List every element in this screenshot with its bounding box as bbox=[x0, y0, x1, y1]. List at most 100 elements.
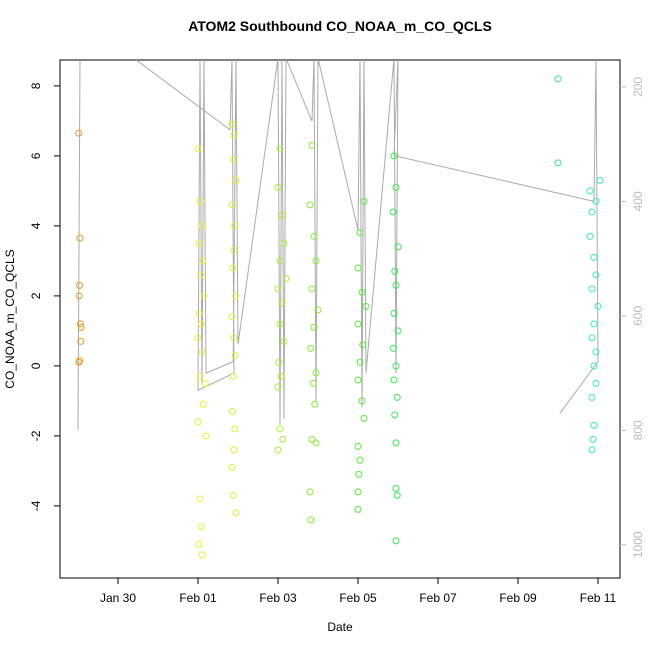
data-point bbox=[197, 320, 205, 328]
data-point bbox=[391, 267, 399, 275]
data-point bbox=[359, 341, 367, 349]
data-point bbox=[312, 439, 320, 447]
data-point bbox=[592, 348, 600, 356]
data-point bbox=[228, 201, 236, 209]
data-point bbox=[200, 292, 208, 300]
data-point bbox=[308, 141, 316, 149]
y2-tick-label: 600 bbox=[631, 306, 645, 326]
data-point bbox=[311, 400, 319, 408]
data-point bbox=[310, 323, 318, 331]
data-point bbox=[588, 208, 596, 216]
data-point bbox=[230, 446, 238, 454]
y-tick-label: 8 bbox=[29, 82, 43, 89]
data-point bbox=[274, 285, 282, 293]
data-point bbox=[195, 309, 203, 317]
data-point bbox=[232, 292, 240, 300]
data-point bbox=[389, 208, 397, 216]
data-point bbox=[356, 229, 364, 237]
data-point bbox=[75, 358, 83, 366]
data-point bbox=[232, 176, 240, 184]
y2-tick-label: 400 bbox=[631, 191, 645, 211]
data-point bbox=[229, 372, 237, 380]
x-tick-label: Feb 03 bbox=[259, 591, 297, 605]
data-point bbox=[232, 509, 240, 517]
data-point bbox=[360, 197, 368, 205]
data-point bbox=[306, 488, 314, 496]
data-point bbox=[280, 239, 288, 247]
data-point bbox=[278, 299, 286, 307]
data-point bbox=[362, 302, 370, 310]
data-point bbox=[390, 376, 398, 384]
data-point bbox=[198, 551, 206, 559]
data-point bbox=[356, 358, 364, 366]
y2-tick-label: 800 bbox=[631, 420, 645, 440]
data-point bbox=[201, 379, 209, 387]
y2-tick-label: 1000 bbox=[631, 531, 645, 558]
data-point bbox=[275, 358, 283, 366]
data-point bbox=[228, 313, 236, 321]
y-tick-label: 4 bbox=[29, 222, 43, 229]
data-point bbox=[356, 456, 364, 464]
data-point bbox=[308, 285, 316, 293]
data-point bbox=[229, 155, 237, 163]
data-point bbox=[394, 243, 402, 251]
data-point bbox=[390, 152, 398, 160]
data-point bbox=[196, 495, 204, 503]
data-point bbox=[194, 145, 202, 153]
data-point bbox=[76, 320, 84, 328]
data-point bbox=[592, 271, 600, 279]
data-point bbox=[194, 334, 202, 342]
data-point bbox=[76, 281, 84, 289]
x-tick-label: Feb 11 bbox=[580, 591, 617, 605]
data-point bbox=[195, 540, 203, 548]
data-point bbox=[393, 393, 401, 401]
data-point bbox=[393, 491, 401, 499]
x-tick-label: Feb 09 bbox=[499, 591, 537, 605]
data-point bbox=[282, 274, 290, 282]
data-point bbox=[392, 537, 400, 545]
data-point bbox=[312, 369, 320, 377]
data-point bbox=[274, 183, 282, 191]
data-point bbox=[355, 470, 363, 478]
data-point bbox=[358, 397, 366, 405]
data-point bbox=[308, 435, 316, 443]
data-point bbox=[596, 176, 604, 184]
data-point bbox=[278, 211, 286, 219]
data-point bbox=[279, 435, 287, 443]
data-point bbox=[306, 201, 314, 209]
data-point bbox=[277, 372, 285, 380]
data-point bbox=[588, 334, 596, 342]
data-point bbox=[231, 425, 239, 433]
x-tick-label: Feb 07 bbox=[419, 591, 457, 605]
data-point bbox=[590, 253, 598, 261]
pressure-line bbox=[77, 60, 599, 431]
data-point bbox=[588, 285, 596, 293]
data-point bbox=[307, 344, 315, 352]
data-point bbox=[274, 446, 282, 454]
y-tick-label: -2 bbox=[29, 430, 43, 441]
data-point bbox=[354, 320, 362, 328]
data-point bbox=[589, 435, 597, 443]
data-point bbox=[354, 264, 362, 272]
data-point bbox=[230, 131, 238, 139]
data-point bbox=[394, 327, 402, 335]
data-point bbox=[590, 320, 598, 328]
chart-title: ATOM2 Southbound CO_NOAA_m_CO_QCLS bbox=[188, 18, 492, 34]
data-point bbox=[231, 222, 239, 230]
data-point bbox=[77, 323, 85, 331]
data-point bbox=[307, 516, 315, 524]
data-point bbox=[196, 372, 204, 380]
data-point bbox=[228, 463, 236, 471]
data-point bbox=[354, 376, 362, 384]
data-point bbox=[75, 292, 83, 300]
x-tick-label: Feb 01 bbox=[179, 591, 217, 605]
data-point bbox=[390, 309, 398, 317]
data-point bbox=[360, 414, 368, 422]
data-point bbox=[77, 337, 85, 345]
data-point bbox=[588, 446, 596, 454]
data-point bbox=[358, 288, 366, 296]
data-point bbox=[280, 337, 288, 345]
data-point bbox=[389, 344, 397, 352]
data-point bbox=[197, 523, 205, 531]
